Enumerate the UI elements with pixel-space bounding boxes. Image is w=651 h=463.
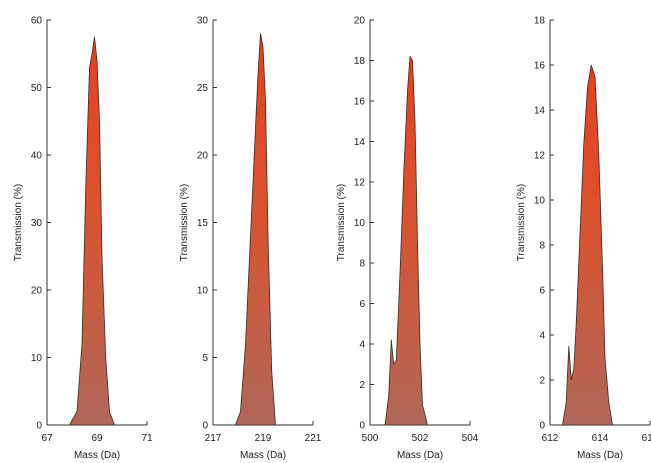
y-tick-label: 30 xyxy=(197,16,209,27)
x-axis-title: Mass (Da) xyxy=(577,450,623,461)
y-tick-label: 10 xyxy=(31,353,43,364)
y-tick-label: 18 xyxy=(534,16,546,27)
x-tick-label: 69 xyxy=(91,433,103,444)
y-tick-label: 18 xyxy=(354,56,366,67)
y-tick-label: 16 xyxy=(354,97,366,108)
y-tick-label: 6 xyxy=(539,286,545,297)
y-axis-title: Transmission (%) xyxy=(516,184,527,261)
y-tick-label: 2 xyxy=(539,376,545,387)
y-tick-label: 0 xyxy=(202,421,208,432)
x-axis-title: Mass (Da) xyxy=(397,450,443,461)
chart-panel-1: 0 10 20 30 40 50 60 67 69 71 Mass (Da) Transmission… xyxy=(13,16,153,462)
y-tick-label: 20 xyxy=(31,286,43,297)
y-tick-label: 20 xyxy=(354,16,366,27)
x-tick-label: 502 xyxy=(412,433,429,444)
y-tick-label: 30 xyxy=(31,218,43,229)
transmission-peak-area xyxy=(235,33,276,426)
x-tick-label: 504 xyxy=(462,433,479,444)
x-tick-label: 221 xyxy=(305,433,322,444)
y-axis-title: Transmission (%) xyxy=(336,184,347,261)
y-tick-label: 8 xyxy=(539,241,545,252)
x-tick-label: 219 xyxy=(255,433,272,444)
y-axis-title: Transmission (%) xyxy=(13,184,24,261)
y-tick-label: 10 xyxy=(197,286,209,297)
x-axis-title: Mass (Da) xyxy=(240,450,286,461)
y-tick-label: 5 xyxy=(202,353,208,364)
y-tick-label: 60 xyxy=(31,16,43,27)
y-tick-label: 6 xyxy=(359,299,365,310)
y-tick-label: 40 xyxy=(31,151,43,162)
transmission-peak-area xyxy=(69,36,115,426)
y-tick-label: 4 xyxy=(359,340,365,351)
y-tick-label: 0 xyxy=(36,421,42,432)
y-tick-label: 14 xyxy=(354,137,366,148)
y-tick-label: 12 xyxy=(534,151,546,162)
y-tick-label: 8 xyxy=(359,259,365,270)
y-tick-label: 15 xyxy=(197,218,209,229)
y-tick-label: 16 xyxy=(534,61,546,72)
y-tick-label: 2 xyxy=(359,380,365,391)
y-tick-label: 50 xyxy=(31,83,43,94)
x-tick-label: 71 xyxy=(141,433,153,444)
y-tick-label: 10 xyxy=(534,196,546,207)
y-tick-label: 25 xyxy=(197,83,209,94)
chart-panel-4: 0 2 4 6 8 10 12 14 16 18 612 614 616 Mass (Da) Transmi… xyxy=(516,16,651,462)
y-tick-label: 4 xyxy=(539,331,545,342)
x-tick-label: 217 xyxy=(205,433,222,444)
x-tick-label: 500 xyxy=(362,433,379,444)
y-tick-label: 20 xyxy=(197,151,209,162)
chart-panel-2: 0 5 10 15 20 25 30 217 219 221 Mass (Da) Transmissi… xyxy=(179,16,322,462)
x-tick-label: 616 xyxy=(642,433,651,444)
y-axis-title: Transmission (%) xyxy=(179,184,190,261)
y-tick-label: 14 xyxy=(534,106,546,117)
chart-panel-3: 0 2 4 6 8 10 12 14 16 18 20 500 502 504 Mass (Da) Trans… xyxy=(336,16,479,462)
transmission-peak-area xyxy=(384,56,428,426)
y-tick-label: 12 xyxy=(354,178,366,189)
x-tick-label: 614 xyxy=(592,433,609,444)
x-tick-label: 67 xyxy=(41,433,53,444)
y-tick-label: 10 xyxy=(354,218,366,229)
x-axis-title: Mass (Da) xyxy=(74,450,120,461)
x-tick-label: 612 xyxy=(542,433,559,444)
transmission-peak-area xyxy=(562,64,613,426)
y-tick-label: 0 xyxy=(539,421,545,432)
y-tick-label: 0 xyxy=(359,421,365,432)
